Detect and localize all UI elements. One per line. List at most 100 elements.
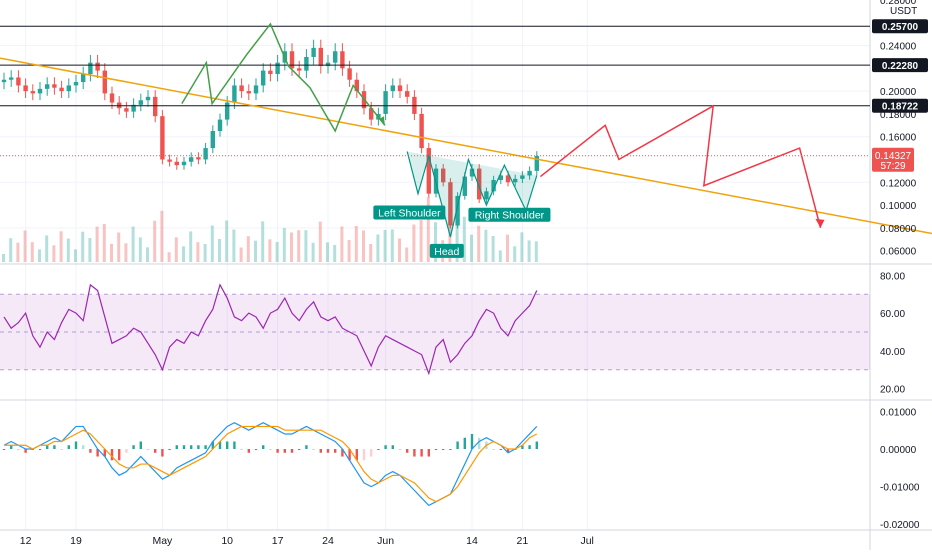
macd-histogram-bar [46,445,49,450]
volume-bar [462,216,466,262]
price-tick-label: 0.06000 [880,247,917,258]
candle-body [45,84,50,89]
macd-histogram-bar [283,449,286,453]
volume-bar [124,243,128,262]
volume-bar [484,229,488,262]
volume-bar [218,239,221,262]
pattern-tag [468,207,551,222]
candle-body [23,85,28,92]
candle-body [124,108,129,112]
candle-body [66,85,71,92]
candle-body [253,85,259,94]
volume-bar [45,235,49,262]
candle-body [390,85,395,92]
volume-bar [95,226,99,262]
volume-bar [340,226,344,262]
price-tick-label: 0.16000 [880,133,917,144]
volume-bar [333,245,337,262]
price-tick-label: 0.08000 [880,224,917,235]
volume-bar [23,230,27,262]
candle-body [261,70,266,86]
candle-body [455,195,460,226]
macd-histogram-bar [391,445,394,450]
macd-histogram-bar [132,445,135,450]
volume-bar [362,230,365,262]
volume-bar [131,226,135,262]
macd-histogram-bar [427,449,430,457]
macd-histogram-bar [38,449,42,451]
candle-body [505,175,511,183]
level-badge [872,58,928,73]
candle-body [354,79,359,92]
candle-body [1,79,7,83]
candle-body [73,82,79,86]
volume-bar [261,221,265,262]
macd-histogram-bar [478,437,481,450]
candle-body [426,148,431,194]
candle-body [441,168,446,183]
macd-histogram-bar [370,449,373,457]
volume-bar [506,234,509,262]
candle-body [347,68,352,80]
projection-arrowhead [815,218,825,228]
macd-histogram-bar [204,445,207,450]
rsi-tick-label: 80.00 [880,271,905,282]
candle-body [297,68,302,71]
volume-bar [232,229,236,262]
candle-body [520,175,525,179]
macd-histogram-bar [254,449,258,451]
macd-tick-label: -0.02000 [880,520,920,531]
macd-histogram-bar [161,449,164,457]
macd-histogram-bar [434,449,438,451]
last-price-label: 0.14327 [875,151,912,162]
candle-body [477,168,482,200]
volume-bar [477,225,481,262]
volume-bar [9,238,13,262]
macd-histogram-bar [362,449,366,461]
candle-body [246,91,251,94]
candle-body [304,56,309,71]
volume-bar [30,242,34,262]
volume-bar [52,245,56,262]
candle-body [30,91,35,94]
volume-bar [297,230,301,262]
candle-body [325,62,331,67]
macd-histogram-bar [74,441,78,450]
macd-histogram-bar [521,445,524,450]
volume-bar [398,238,401,262]
volume-bar [268,239,272,262]
macd-histogram-bar [535,441,538,450]
volume-bar [203,244,207,262]
macd-histogram-bar [463,437,466,450]
pattern-tag-label: Right Shoulder [475,210,545,222]
candle-body [419,113,424,149]
candle-body [333,51,338,63]
volume-bar [455,222,459,262]
pattern-tag-label: Left Shoulder [378,207,441,219]
macd-histogram-bar [103,449,106,457]
macd-histogram-bar [190,445,193,450]
candle-body [369,108,374,120]
pattern-tag [373,205,446,220]
volume-bar [419,220,423,262]
volume-bar [110,243,113,262]
candle-body [181,161,187,166]
macd-histogram-bar [377,449,380,451]
volume-bar [354,226,358,262]
macd-histogram-bar [413,449,416,457]
candle-body [232,85,237,103]
time-tick-label: 24 [322,535,334,547]
macd-histogram-bar [406,449,409,453]
macd-histogram-bar [442,449,445,451]
price-tick-label: 0.20000 [880,87,917,98]
candle-body [145,96,151,101]
macd-histogram-bar [60,449,63,451]
candle-body [9,77,14,80]
time-tick-label: 14 [466,535,478,547]
macd-signal-line [4,425,538,503]
level-badge [872,19,928,34]
volume-bar [225,220,229,262]
volume-bar [117,232,121,262]
candle-body [189,157,194,162]
